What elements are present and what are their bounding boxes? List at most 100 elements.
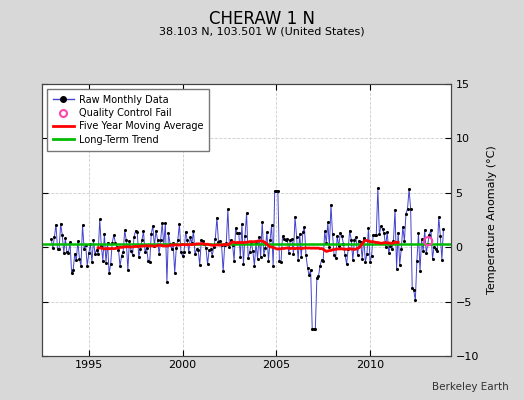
Point [428,256,436,262]
Point [160,242,168,248]
Point [294,257,302,264]
Point [344,246,352,252]
Point [100,231,108,237]
Point [102,260,110,266]
Point [274,188,282,194]
Point [88,259,96,265]
Point [307,266,315,273]
Point [303,264,312,271]
Point [166,240,174,247]
Point [91,251,99,257]
Point [157,236,165,243]
Point [270,188,279,194]
Point [57,220,65,227]
Point [53,246,62,252]
Point [232,225,240,231]
Point [158,220,167,226]
Point [399,224,407,230]
Point [152,228,160,234]
Point [366,259,374,265]
Point [305,272,313,279]
Point [316,263,324,269]
Point [203,261,212,268]
Point [108,240,116,246]
Point [421,227,429,233]
Point [239,261,248,267]
Point [286,237,294,243]
Point [71,251,79,257]
Point [224,206,232,212]
Point [302,252,310,258]
Point [272,188,280,194]
Point [206,246,215,252]
Y-axis label: Temperature Anomaly (°C): Temperature Anomaly (°C) [487,146,497,294]
Point [408,285,417,291]
Point [436,233,444,239]
Point [150,243,159,249]
Point [143,244,151,251]
Point [363,251,371,258]
Point [413,258,421,264]
Point [418,236,426,242]
Point [433,248,441,254]
Point [359,234,368,241]
Point [388,246,396,252]
Point [438,256,446,263]
Point [92,246,101,253]
Point [400,238,409,244]
Point [128,252,137,258]
Point [163,279,171,285]
Point [434,214,443,220]
Point [369,232,377,238]
Point [263,229,271,236]
Point [52,221,60,228]
Point [352,234,360,240]
Point [139,228,148,234]
Point [197,237,205,244]
Point [192,246,201,252]
Point [84,250,93,256]
Point [60,250,68,256]
Point [170,270,179,276]
Point [225,244,234,250]
Point [180,248,188,255]
Point [189,228,198,234]
Point [370,232,379,238]
Point [122,237,130,244]
Point [252,240,260,246]
Point [149,223,157,229]
Point [259,252,268,258]
Point [246,249,254,255]
Point [195,262,204,268]
Point [381,244,390,250]
Text: Berkeley Earth: Berkeley Earth [432,382,508,392]
Point [372,232,380,238]
Point [173,236,182,243]
Point [267,222,276,228]
Point [63,249,71,256]
Point [94,251,102,257]
Point [322,240,331,246]
Point [89,237,97,244]
Point [311,326,320,332]
Point [329,231,337,237]
Point [147,230,156,237]
Point [367,253,376,259]
Point [81,242,90,248]
Point [75,256,84,262]
Point [216,237,224,244]
Point [233,230,242,237]
Point [247,239,256,246]
Point [183,237,191,243]
Point [86,241,94,247]
Point [161,220,170,226]
Point [325,244,334,250]
Point [308,326,316,332]
Point [377,223,385,230]
Point [236,254,245,260]
Point [208,252,216,259]
Point [353,252,362,258]
Point [410,287,418,294]
Point [74,238,82,244]
Point [55,246,63,252]
